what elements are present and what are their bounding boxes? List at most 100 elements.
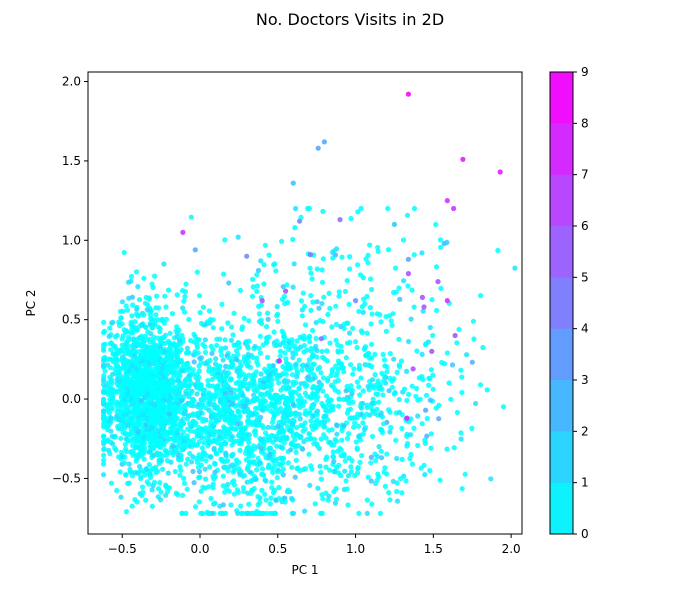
data-point — [281, 293, 287, 300]
data-point — [258, 445, 264, 452]
data-point — [198, 385, 204, 391]
data-point — [342, 288, 348, 295]
data-point — [346, 330, 353, 336]
data-point — [480, 344, 486, 351]
data-point — [182, 408, 188, 415]
data-point — [323, 456, 329, 463]
data-point — [188, 459, 195, 465]
data-point — [368, 321, 374, 327]
data-point — [182, 289, 189, 295]
data-point-high — [259, 298, 265, 304]
data-point — [246, 412, 252, 419]
data-point — [170, 430, 176, 436]
data-point — [409, 287, 415, 293]
data-point — [246, 372, 252, 378]
data-point — [174, 363, 180, 370]
data-point — [157, 338, 163, 344]
data-point — [296, 392, 302, 398]
data-point — [329, 249, 336, 255]
data-point — [117, 469, 123, 475]
data-point — [320, 208, 326, 214]
data-point — [140, 348, 146, 354]
data-point — [430, 386, 436, 392]
data-point — [132, 469, 138, 476]
data-point — [279, 238, 285, 244]
data-point — [394, 498, 401, 504]
data-point — [411, 205, 418, 212]
data-point — [365, 384, 371, 390]
data-point — [302, 390, 308, 396]
data-point — [210, 325, 216, 331]
data-point — [421, 462, 427, 468]
data-point — [211, 446, 217, 453]
data-point — [284, 385, 290, 391]
data-point — [180, 305, 186, 311]
data-point — [136, 389, 142, 395]
data-point — [357, 366, 363, 372]
data-point — [101, 362, 107, 368]
data-point — [263, 324, 270, 330]
data-point — [147, 411, 153, 418]
data-point — [239, 398, 246, 404]
data-point — [213, 388, 219, 395]
data-point — [257, 350, 263, 356]
data-point — [185, 383, 191, 389]
data-point — [289, 421, 295, 427]
data-point — [323, 404, 329, 410]
data-point — [173, 345, 179, 351]
data-point — [343, 478, 349, 484]
data-point — [265, 374, 271, 380]
data-point — [347, 254, 353, 260]
data-point — [251, 443, 257, 449]
data-point — [259, 487, 265, 493]
data-point — [311, 385, 317, 391]
data-point — [173, 328, 179, 334]
data-point — [153, 409, 159, 415]
data-point — [184, 486, 190, 492]
data-point — [215, 383, 221, 389]
data-point — [256, 311, 263, 317]
data-point — [162, 332, 169, 338]
data-point — [220, 473, 226, 479]
data-point — [214, 404, 220, 410]
data-point — [309, 402, 315, 408]
data-point — [382, 483, 388, 489]
data-point — [220, 357, 226, 363]
data-point — [289, 429, 295, 435]
data-point — [198, 488, 204, 494]
data-point — [281, 440, 287, 446]
data-point — [148, 369, 154, 375]
data-point — [121, 460, 128, 466]
data-point — [225, 468, 231, 474]
data-point — [348, 215, 354, 222]
data-point — [267, 501, 273, 507]
data-point — [265, 465, 272, 471]
data-point — [375, 244, 381, 251]
data-point — [355, 411, 361, 417]
data-point — [273, 437, 279, 443]
data-point — [156, 389, 162, 395]
data-point — [444, 350, 450, 356]
data-point — [194, 344, 200, 351]
data-point — [112, 445, 118, 451]
data-point — [308, 270, 314, 276]
data-point — [130, 349, 136, 355]
data-point — [334, 246, 340, 252]
data-point-high — [180, 229, 186, 235]
data-point — [108, 387, 114, 393]
data-point — [277, 405, 284, 412]
data-point — [380, 392, 386, 398]
data-point — [297, 416, 303, 422]
colorbar-band — [550, 277, 573, 329]
data-point — [349, 387, 355, 393]
data-point — [293, 425, 300, 431]
data-point — [373, 458, 379, 464]
data-point-high — [435, 279, 441, 285]
data-point — [290, 402, 296, 408]
data-point — [315, 485, 321, 491]
data-point — [310, 327, 316, 334]
data-point — [174, 408, 181, 414]
data-point — [118, 494, 124, 500]
data-point — [208, 454, 214, 460]
